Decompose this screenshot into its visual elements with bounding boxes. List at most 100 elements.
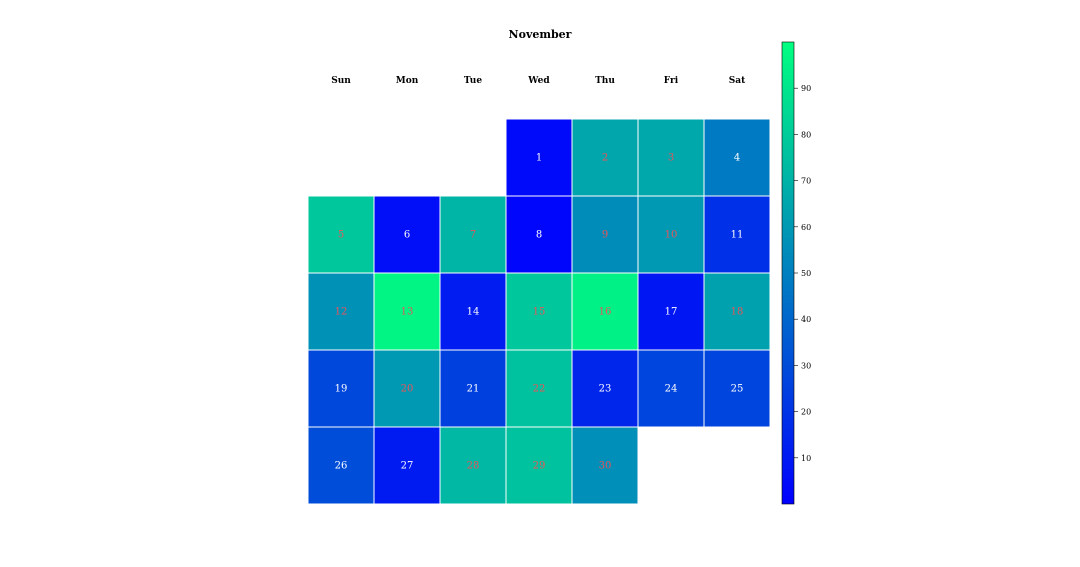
day-cell-10: 10 xyxy=(637,195,705,274)
day-number-label: 9 xyxy=(602,230,608,241)
day-cell-11: 11 xyxy=(703,195,771,274)
day-cell-rect xyxy=(571,349,639,428)
weekday-label-wed: Wed xyxy=(527,76,550,86)
color-scale-tick-label: 70 xyxy=(801,177,811,186)
color-scale-tick-label: 80 xyxy=(801,130,811,139)
day-number-label: 1 xyxy=(536,153,542,164)
day-cell-rect xyxy=(571,118,639,197)
day-number-label: 19 xyxy=(335,384,348,395)
weekday-label-thu: Thu xyxy=(595,76,615,86)
day-cell-rect xyxy=(439,349,507,428)
day-cell-19: 19 xyxy=(307,349,375,428)
weekday-label-fri: Fri xyxy=(664,76,679,86)
color-scale-tick-label: 10 xyxy=(801,454,811,463)
weekday-headers: Sun Mon Tue Wed Thu Fri Sat xyxy=(331,76,746,86)
day-number-label: 14 xyxy=(467,307,480,318)
color-scale-tick-label: 30 xyxy=(801,361,811,370)
day-cell-rect xyxy=(703,118,771,197)
day-cell-30: 30 xyxy=(571,426,639,505)
weekday-label-sat: Sat xyxy=(729,76,746,86)
day-number-label: 11 xyxy=(731,230,744,241)
day-cell-rect xyxy=(373,349,441,428)
day-cell-27: 27 xyxy=(373,426,441,505)
day-cell-4: 4 xyxy=(703,118,771,197)
color-scale-tick-label: 40 xyxy=(801,315,811,324)
day-number-label: 23 xyxy=(599,384,612,395)
day-number-label: 30 xyxy=(599,461,612,472)
day-cell-13: 13 xyxy=(373,272,441,351)
day-cell-rect xyxy=(703,349,771,428)
day-number-label: 28 xyxy=(467,461,480,472)
day-number-label: 12 xyxy=(335,307,348,318)
day-number-label: 3 xyxy=(668,153,674,164)
day-cell-1: 1 xyxy=(505,118,573,197)
day-cell-rect xyxy=(505,118,573,197)
day-cell-28: 28 xyxy=(439,426,507,505)
weekday-label-sun: Sun xyxy=(331,76,351,86)
day-cell-22: 22 xyxy=(505,349,573,428)
day-number-label: 24 xyxy=(665,384,678,395)
day-number-label: 29 xyxy=(533,461,546,472)
day-cell-rect xyxy=(439,426,507,505)
day-cell-8: 8 xyxy=(505,195,573,274)
day-cell-rect xyxy=(637,272,705,351)
day-number-label: 16 xyxy=(599,307,612,318)
day-number-label: 27 xyxy=(401,461,414,472)
day-number-label: 20 xyxy=(401,384,414,395)
color-scale-tick-label: 50 xyxy=(801,269,811,278)
day-number-label: 26 xyxy=(335,461,348,472)
day-number-label: 10 xyxy=(665,230,678,241)
color-scale-tick-label: 20 xyxy=(801,408,811,417)
day-cell-rect xyxy=(637,118,705,197)
day-number-label: 22 xyxy=(533,384,546,395)
day-cell-rect xyxy=(703,272,771,351)
day-number-label: 18 xyxy=(731,307,744,318)
day-cell-23: 23 xyxy=(571,349,639,428)
day-cell-rect xyxy=(307,272,375,351)
day-cell-17: 17 xyxy=(637,272,705,351)
day-number-label: 15 xyxy=(533,307,546,318)
day-cell-14: 14 xyxy=(439,272,507,351)
day-cell-12: 12 xyxy=(307,272,375,351)
color-scale-legend: 10 20 30 40 50 60 70 80 90 xyxy=(781,41,811,505)
day-cell-5: 5 xyxy=(307,195,375,274)
day-number-label: 17 xyxy=(665,307,678,318)
day-cell-29: 29 xyxy=(505,426,573,505)
day-cell-rect xyxy=(373,426,441,505)
day-cell-26: 26 xyxy=(307,426,375,505)
day-cell-rect xyxy=(307,349,375,428)
day-number-label: 4 xyxy=(734,153,740,164)
color-scale-tick-label: 60 xyxy=(801,223,811,232)
day-cell-rect xyxy=(637,195,705,274)
day-number-label: 6 xyxy=(404,230,410,241)
day-number-label: 8 xyxy=(536,230,542,241)
day-cell-rect xyxy=(571,426,639,505)
weekday-label-mon: Mon xyxy=(396,76,419,86)
day-cell-9: 9 xyxy=(571,195,639,274)
day-cell-24: 24 xyxy=(637,349,705,428)
color-scale-bar xyxy=(781,41,795,505)
day-cell-15: 15 xyxy=(505,272,573,351)
day-number-label: 5 xyxy=(338,230,344,241)
day-cell-18: 18 xyxy=(703,272,771,351)
day-cell-rect xyxy=(505,195,573,274)
day-cell-rect xyxy=(439,272,507,351)
color-scale-tick-label: 90 xyxy=(801,84,811,93)
day-cell-2: 2 xyxy=(571,118,639,197)
day-cell-25: 25 xyxy=(703,349,771,428)
day-cell-rect xyxy=(373,195,441,274)
day-number-label: 25 xyxy=(731,384,744,395)
day-cell-6: 6 xyxy=(373,195,441,274)
day-number-label: 7 xyxy=(470,230,476,241)
weekday-label-tue: Tue xyxy=(464,76,482,86)
day-number-label: 13 xyxy=(401,307,414,318)
day-cell-rect xyxy=(505,349,573,428)
day-number-label: 21 xyxy=(467,384,480,395)
day-cell-3: 3 xyxy=(637,118,705,197)
day-cell-20: 20 xyxy=(373,349,441,428)
chart-title: November xyxy=(509,28,572,41)
day-cell-rect xyxy=(703,195,771,274)
day-cell-rect xyxy=(505,426,573,505)
